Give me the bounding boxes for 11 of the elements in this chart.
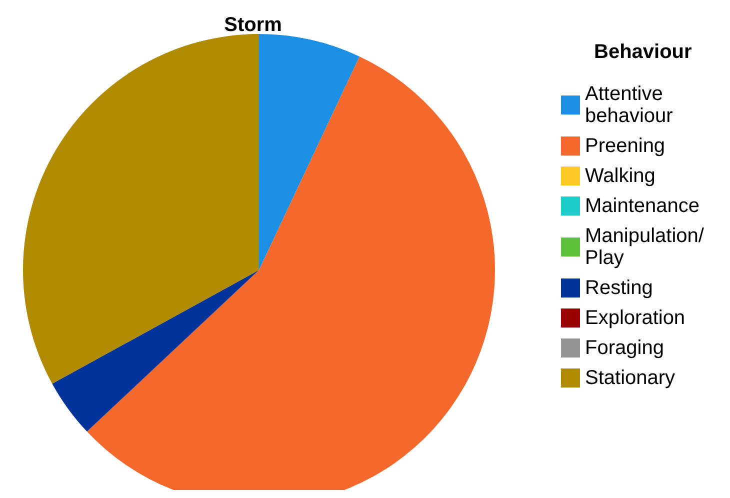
- legend-title: Behaviour: [594, 41, 692, 63]
- legend-label: Resting: [585, 277, 653, 299]
- legend-label: Stationary: [585, 367, 676, 389]
- legend-label: Attentive behaviour: [585, 83, 674, 127]
- legend-label: Manipulation/ Play: [585, 225, 710, 269]
- legend-label: Maintenance: [585, 195, 700, 217]
- legend-label: Exploration: [585, 307, 686, 329]
- legend-label: Preening: [585, 135, 666, 157]
- chart-title: Storm: [224, 14, 282, 36]
- legend-label: Foraging: [585, 337, 664, 359]
- legend-label: Walking: [585, 165, 656, 187]
